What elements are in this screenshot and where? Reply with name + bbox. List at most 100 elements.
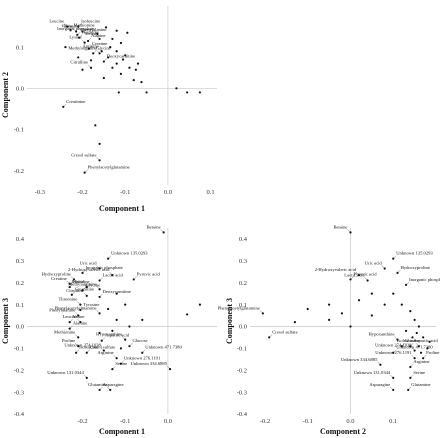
y-tick-label: 0.2 (16, 280, 24, 287)
data-point (98, 52, 101, 55)
data-point (198, 303, 202, 306)
data-point (132, 78, 135, 82)
data-point (162, 231, 165, 234)
data-point (175, 87, 178, 90)
y-tick-label: -0.2 (14, 168, 24, 175)
data-point (128, 345, 131, 348)
data-point (140, 81, 143, 84)
point-label: Threonine (58, 297, 77, 302)
point-label: Isoleucine (397, 338, 416, 343)
y-axis-label: Component 2 (1, 72, 10, 118)
data-point (383, 303, 386, 306)
point-label: Glucose (405, 338, 420, 343)
data-point (411, 336, 414, 339)
data-point (77, 345, 80, 348)
data-point (98, 388, 101, 392)
y-tick-label: -0.1 (14, 127, 24, 134)
scatter-panel: -0.2 -0.1 0.0 0.1 -0.4 -0.3 -0.2 -0.1 0.0 0.1 0.2 0… (218, 224, 440, 436)
point-label: Creatine (51, 276, 67, 281)
point-label: Deoxycarnitine (107, 54, 135, 59)
point-label: Unknown 274.1038 (64, 343, 101, 348)
data-point (68, 320, 71, 324)
point-label: Inorganic phosphate (57, 26, 94, 31)
data-point (109, 388, 112, 392)
data-point (85, 351, 88, 354)
data-point (409, 345, 412, 348)
data-point (68, 327, 71, 330)
data-point (392, 351, 395, 354)
point-label: Tyrosine (63, 24, 79, 29)
data-point (98, 142, 101, 145)
data-point (417, 345, 420, 348)
data-point (79, 303, 82, 306)
point-label: Histidine (73, 279, 90, 284)
data-point (124, 54, 127, 57)
point-label: Hypoxanthine (96, 332, 122, 337)
data-point (370, 292, 373, 295)
data-point (85, 294, 88, 297)
point-label: Methylarginine (68, 45, 96, 50)
data-point (81, 289, 84, 292)
data-point (85, 376, 88, 379)
x-axis-label: Component 1 (99, 427, 145, 436)
y-tick-label: 0.2 (239, 280, 247, 287)
data-point (136, 62, 140, 65)
point-label: Creatinine (75, 287, 94, 292)
data-point (409, 365, 412, 369)
point-label: Citrulline (66, 288, 84, 293)
data-point (400, 303, 403, 306)
data-point (68, 285, 71, 289)
point-label: Cresol sulfate (272, 329, 297, 334)
point-label: Lactic acid (103, 273, 124, 278)
point-label: Methylarginine (68, 281, 96, 286)
point-label: Glutamine (411, 382, 430, 387)
point-label: Creatinine (66, 99, 85, 104)
data-point (85, 285, 88, 289)
point-label: Inorganic phosphate (409, 277, 440, 282)
data-point (115, 29, 118, 32)
data-point (126, 31, 129, 34)
data-point (293, 320, 296, 324)
data-point (141, 351, 144, 354)
point-label: Methionine (74, 22, 95, 27)
data-point (407, 388, 410, 392)
y-tick-label: -0.2 (237, 367, 247, 374)
data-point (392, 257, 395, 260)
point-label: Asparagine (103, 382, 124, 387)
data-point (68, 282, 71, 285)
point-label: Uric acid (365, 260, 383, 265)
data-point (119, 41, 123, 45)
data-point (115, 357, 118, 360)
data-point (132, 278, 135, 281)
data-point (328, 303, 331, 306)
point-label: Unknown 135.0293 (111, 251, 148, 256)
data-point (77, 25, 80, 28)
point-label: Cresol sulfate (71, 152, 96, 157)
y-tick-label: 0.4 (16, 236, 25, 243)
point-label: Alanine (73, 321, 88, 326)
point-label: Proline (62, 338, 75, 343)
data-point (98, 295, 101, 299)
point-label: Valine (61, 24, 73, 29)
data-point (383, 267, 386, 270)
data-point (115, 62, 118, 65)
point-label: Unknown 135.0293 (396, 251, 433, 256)
data-point (413, 357, 416, 360)
x-tick-label: -0.1 (120, 418, 130, 425)
point-label: Tyrosine (83, 302, 99, 307)
data-point (107, 307, 110, 311)
data-point (409, 376, 412, 379)
data-point (141, 318, 144, 322)
data-point (81, 68, 84, 71)
data-point (107, 257, 110, 260)
data-point (102, 60, 105, 63)
data-point (392, 376, 395, 379)
x-tick-label: -0.1 (303, 418, 313, 425)
data-point (349, 278, 352, 281)
data-point (415, 331, 418, 335)
x-tick-label: -0.2 (77, 189, 87, 196)
data-point (98, 279, 101, 282)
data-point (400, 345, 403, 348)
data-point (121, 58, 125, 61)
data-point (328, 318, 331, 322)
